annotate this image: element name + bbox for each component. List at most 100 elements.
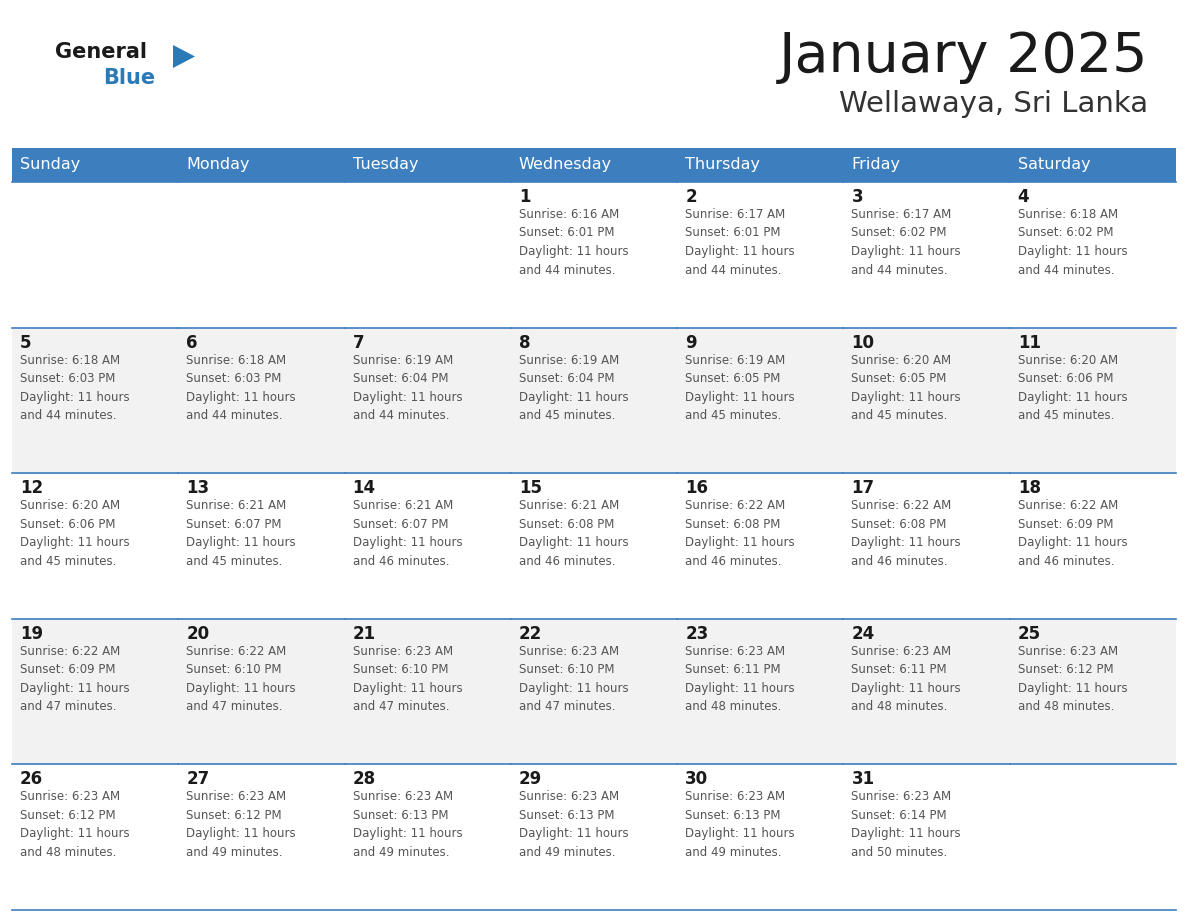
Text: 6: 6 xyxy=(187,333,197,352)
Bar xyxy=(1010,765,1176,910)
Text: Sunrise: 6:22 AM
Sunset: 6:08 PM
Daylight: 11 hours
and 46 minutes.: Sunrise: 6:22 AM Sunset: 6:08 PM Dayligh… xyxy=(685,499,795,567)
Bar xyxy=(843,765,1010,910)
Bar xyxy=(345,473,511,619)
Text: Sunrise: 6:23 AM
Sunset: 6:12 PM
Daylight: 11 hours
and 49 minutes.: Sunrise: 6:23 AM Sunset: 6:12 PM Dayligh… xyxy=(187,790,296,859)
Text: 26: 26 xyxy=(20,770,43,789)
Text: Sunrise: 6:20 AM
Sunset: 6:05 PM
Daylight: 11 hours
and 45 minutes.: Sunrise: 6:20 AM Sunset: 6:05 PM Dayligh… xyxy=(852,353,961,422)
Text: 14: 14 xyxy=(353,479,375,498)
Text: Wednesday: Wednesday xyxy=(519,158,612,173)
Text: Sunrise: 6:23 AM
Sunset: 6:14 PM
Daylight: 11 hours
and 50 minutes.: Sunrise: 6:23 AM Sunset: 6:14 PM Dayligh… xyxy=(852,790,961,859)
Bar xyxy=(12,765,178,910)
Text: 11: 11 xyxy=(1018,333,1041,352)
Text: Sunrise: 6:23 AM
Sunset: 6:13 PM
Daylight: 11 hours
and 49 minutes.: Sunrise: 6:23 AM Sunset: 6:13 PM Dayligh… xyxy=(353,790,462,859)
Text: Sunrise: 6:23 AM
Sunset: 6:12 PM
Daylight: 11 hours
and 48 minutes.: Sunrise: 6:23 AM Sunset: 6:12 PM Dayligh… xyxy=(20,790,129,859)
Text: Sunrise: 6:22 AM
Sunset: 6:08 PM
Daylight: 11 hours
and 46 minutes.: Sunrise: 6:22 AM Sunset: 6:08 PM Dayligh… xyxy=(852,499,961,567)
Text: 18: 18 xyxy=(1018,479,1041,498)
Text: 21: 21 xyxy=(353,625,375,643)
Text: Sunrise: 6:16 AM
Sunset: 6:01 PM
Daylight: 11 hours
and 44 minutes.: Sunrise: 6:16 AM Sunset: 6:01 PM Dayligh… xyxy=(519,208,628,276)
Bar xyxy=(677,619,843,765)
Bar xyxy=(511,328,677,473)
Bar xyxy=(12,619,178,765)
Bar xyxy=(511,182,677,328)
Text: Monday: Monday xyxy=(187,158,249,173)
Bar xyxy=(677,473,843,619)
Text: Sunrise: 6:21 AM
Sunset: 6:07 PM
Daylight: 11 hours
and 46 minutes.: Sunrise: 6:21 AM Sunset: 6:07 PM Dayligh… xyxy=(353,499,462,567)
Text: 4: 4 xyxy=(1018,188,1029,206)
Text: Wellawaya, Sri Lanka: Wellawaya, Sri Lanka xyxy=(839,90,1148,118)
Text: 23: 23 xyxy=(685,625,708,643)
Text: 3: 3 xyxy=(852,188,862,206)
Bar xyxy=(12,473,178,619)
Text: Tuesday: Tuesday xyxy=(353,158,418,173)
Bar xyxy=(677,765,843,910)
Bar xyxy=(677,182,843,328)
Bar xyxy=(1010,182,1176,328)
Bar xyxy=(178,473,345,619)
Text: 30: 30 xyxy=(685,770,708,789)
Polygon shape xyxy=(173,45,195,68)
Text: Sunrise: 6:23 AM
Sunset: 6:13 PM
Daylight: 11 hours
and 49 minutes.: Sunrise: 6:23 AM Sunset: 6:13 PM Dayligh… xyxy=(519,790,628,859)
Text: Friday: Friday xyxy=(852,158,901,173)
Text: 19: 19 xyxy=(20,625,43,643)
Text: Sunrise: 6:22 AM
Sunset: 6:09 PM
Daylight: 11 hours
and 47 minutes.: Sunrise: 6:22 AM Sunset: 6:09 PM Dayligh… xyxy=(20,644,129,713)
Bar xyxy=(12,148,1176,182)
Text: 17: 17 xyxy=(852,479,874,498)
Text: Sunrise: 6:19 AM
Sunset: 6:04 PM
Daylight: 11 hours
and 44 minutes.: Sunrise: 6:19 AM Sunset: 6:04 PM Dayligh… xyxy=(353,353,462,422)
Text: 29: 29 xyxy=(519,770,542,789)
Text: Sunrise: 6:23 AM
Sunset: 6:13 PM
Daylight: 11 hours
and 49 minutes.: Sunrise: 6:23 AM Sunset: 6:13 PM Dayligh… xyxy=(685,790,795,859)
Text: 16: 16 xyxy=(685,479,708,498)
Bar xyxy=(1010,619,1176,765)
Bar xyxy=(511,765,677,910)
Text: Sunrise: 6:23 AM
Sunset: 6:10 PM
Daylight: 11 hours
and 47 minutes.: Sunrise: 6:23 AM Sunset: 6:10 PM Dayligh… xyxy=(519,644,628,713)
Bar xyxy=(1010,473,1176,619)
Bar xyxy=(178,765,345,910)
Text: Sunrise: 6:18 AM
Sunset: 6:02 PM
Daylight: 11 hours
and 44 minutes.: Sunrise: 6:18 AM Sunset: 6:02 PM Dayligh… xyxy=(1018,208,1127,276)
Text: Sunrise: 6:17 AM
Sunset: 6:02 PM
Daylight: 11 hours
and 44 minutes.: Sunrise: 6:17 AM Sunset: 6:02 PM Dayligh… xyxy=(852,208,961,276)
Bar xyxy=(345,328,511,473)
Text: Sunrise: 6:20 AM
Sunset: 6:06 PM
Daylight: 11 hours
and 45 minutes.: Sunrise: 6:20 AM Sunset: 6:06 PM Dayligh… xyxy=(1018,353,1127,422)
Bar xyxy=(1010,328,1176,473)
Text: January 2025: January 2025 xyxy=(778,30,1148,84)
Text: Sunrise: 6:19 AM
Sunset: 6:05 PM
Daylight: 11 hours
and 45 minutes.: Sunrise: 6:19 AM Sunset: 6:05 PM Dayligh… xyxy=(685,353,795,422)
Bar xyxy=(178,328,345,473)
Text: 5: 5 xyxy=(20,333,32,352)
Bar xyxy=(843,619,1010,765)
Text: 9: 9 xyxy=(685,333,697,352)
Bar xyxy=(511,473,677,619)
Bar xyxy=(12,182,178,328)
Text: Saturday: Saturday xyxy=(1018,158,1091,173)
Bar xyxy=(843,473,1010,619)
Text: 2: 2 xyxy=(685,188,697,206)
Bar xyxy=(345,619,511,765)
Bar xyxy=(843,182,1010,328)
Text: Sunrise: 6:21 AM
Sunset: 6:07 PM
Daylight: 11 hours
and 45 minutes.: Sunrise: 6:21 AM Sunset: 6:07 PM Dayligh… xyxy=(187,499,296,567)
Text: Sunrise: 6:22 AM
Sunset: 6:09 PM
Daylight: 11 hours
and 46 minutes.: Sunrise: 6:22 AM Sunset: 6:09 PM Dayligh… xyxy=(1018,499,1127,567)
Bar xyxy=(178,619,345,765)
Bar xyxy=(345,182,511,328)
Bar xyxy=(843,328,1010,473)
Text: 13: 13 xyxy=(187,479,209,498)
Text: Sunrise: 6:23 AM
Sunset: 6:11 PM
Daylight: 11 hours
and 48 minutes.: Sunrise: 6:23 AM Sunset: 6:11 PM Dayligh… xyxy=(852,644,961,713)
Bar xyxy=(677,328,843,473)
Text: Sunrise: 6:23 AM
Sunset: 6:11 PM
Daylight: 11 hours
and 48 minutes.: Sunrise: 6:23 AM Sunset: 6:11 PM Dayligh… xyxy=(685,644,795,713)
Text: 1: 1 xyxy=(519,188,530,206)
Text: 22: 22 xyxy=(519,625,542,643)
Bar xyxy=(511,619,677,765)
Text: 28: 28 xyxy=(353,770,375,789)
Bar xyxy=(345,765,511,910)
Text: Sunrise: 6:20 AM
Sunset: 6:06 PM
Daylight: 11 hours
and 45 minutes.: Sunrise: 6:20 AM Sunset: 6:06 PM Dayligh… xyxy=(20,499,129,567)
Bar xyxy=(12,328,178,473)
Text: 24: 24 xyxy=(852,625,874,643)
Text: 8: 8 xyxy=(519,333,530,352)
Text: Sunrise: 6:19 AM
Sunset: 6:04 PM
Daylight: 11 hours
and 45 minutes.: Sunrise: 6:19 AM Sunset: 6:04 PM Dayligh… xyxy=(519,353,628,422)
Text: 25: 25 xyxy=(1018,625,1041,643)
Text: Thursday: Thursday xyxy=(685,158,760,173)
Text: Sunrise: 6:18 AM
Sunset: 6:03 PM
Daylight: 11 hours
and 44 minutes.: Sunrise: 6:18 AM Sunset: 6:03 PM Dayligh… xyxy=(187,353,296,422)
Bar xyxy=(178,182,345,328)
Text: Blue: Blue xyxy=(103,68,156,88)
Text: Sunrise: 6:17 AM
Sunset: 6:01 PM
Daylight: 11 hours
and 44 minutes.: Sunrise: 6:17 AM Sunset: 6:01 PM Dayligh… xyxy=(685,208,795,276)
Text: Sunrise: 6:21 AM
Sunset: 6:08 PM
Daylight: 11 hours
and 46 minutes.: Sunrise: 6:21 AM Sunset: 6:08 PM Dayligh… xyxy=(519,499,628,567)
Text: 20: 20 xyxy=(187,625,209,643)
Text: General: General xyxy=(55,42,147,62)
Text: Sunrise: 6:22 AM
Sunset: 6:10 PM
Daylight: 11 hours
and 47 minutes.: Sunrise: 6:22 AM Sunset: 6:10 PM Dayligh… xyxy=(187,644,296,713)
